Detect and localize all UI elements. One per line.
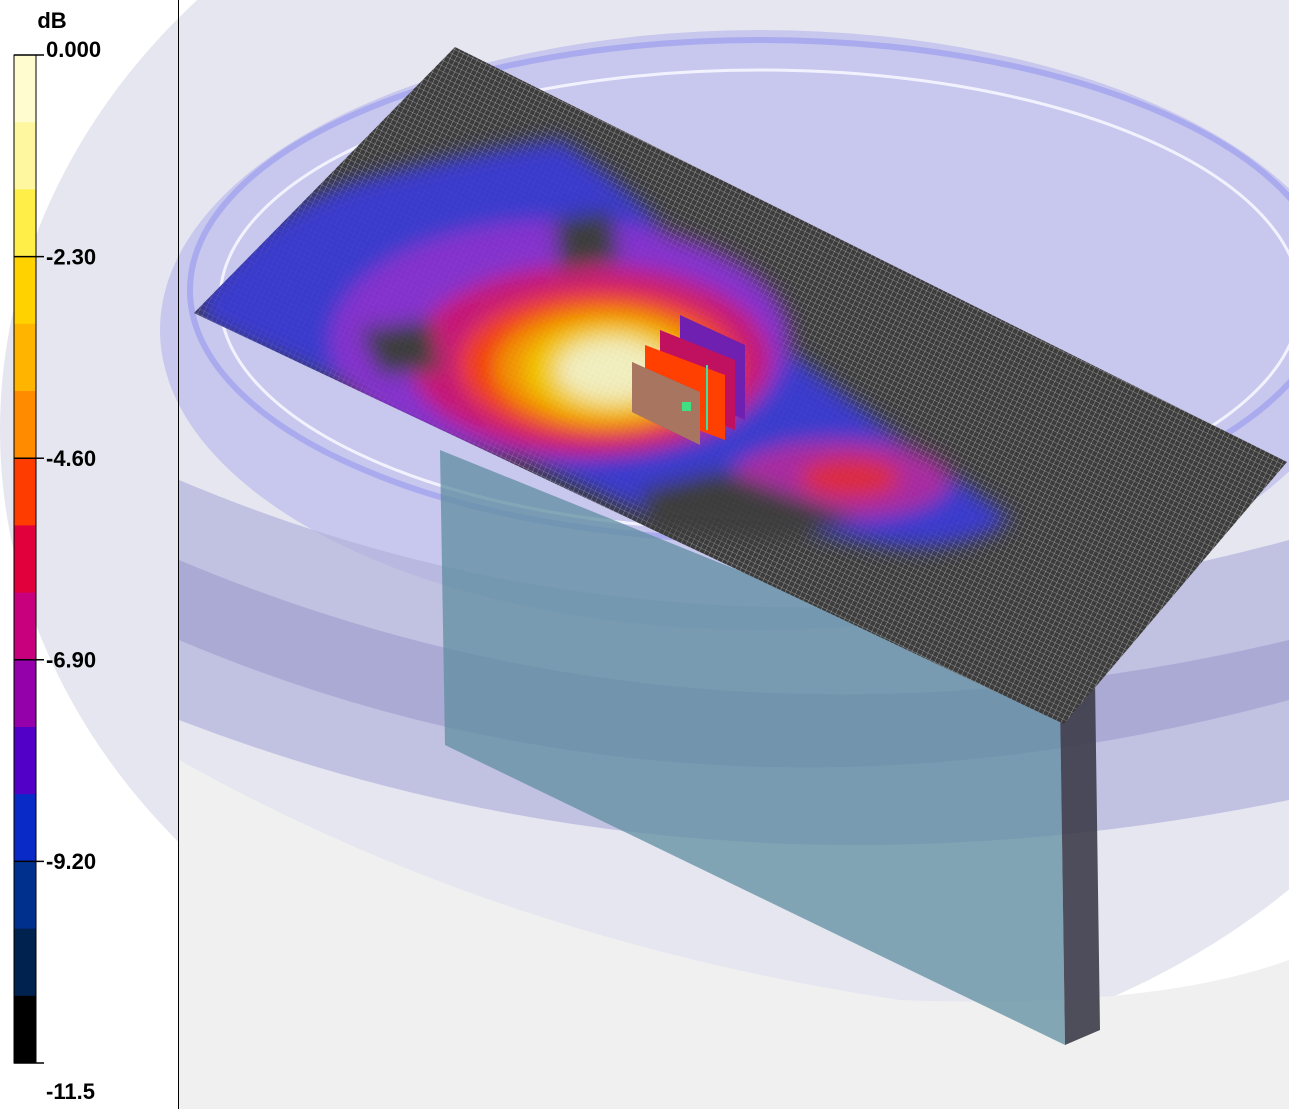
color-band (14, 593, 36, 661)
color-band (14, 458, 36, 526)
viewer: dB 0.000 -2.30 -4.60 -6.90 -9.20 -11.5 (0, 0, 1289, 1109)
color-band (14, 55, 36, 123)
color-band (14, 660, 36, 728)
tick-label: -2.30 (46, 244, 96, 269)
color-band (14, 861, 36, 929)
tick-label: -9.20 (46, 849, 96, 874)
tick-label: 0.000 (46, 37, 101, 62)
color-band (14, 727, 36, 795)
tick-label: -11.5 (46, 1079, 95, 1104)
color-band (14, 324, 36, 392)
color-band (14, 525, 36, 593)
color-band (14, 189, 36, 257)
colorbar-unit: dB (37, 8, 66, 33)
color-band (14, 122, 36, 190)
color-band (14, 391, 36, 459)
color-band (14, 257, 36, 325)
tick-label: -6.90 (46, 648, 96, 673)
color-band (14, 929, 36, 997)
color-band (14, 794, 36, 862)
color-band (14, 996, 36, 1064)
page: dB 0.000-2.30-4.60-6.90-9.20-11.5 (() =>… (0, 0, 1289, 1109)
tick-label: -4.60 (46, 446, 96, 471)
